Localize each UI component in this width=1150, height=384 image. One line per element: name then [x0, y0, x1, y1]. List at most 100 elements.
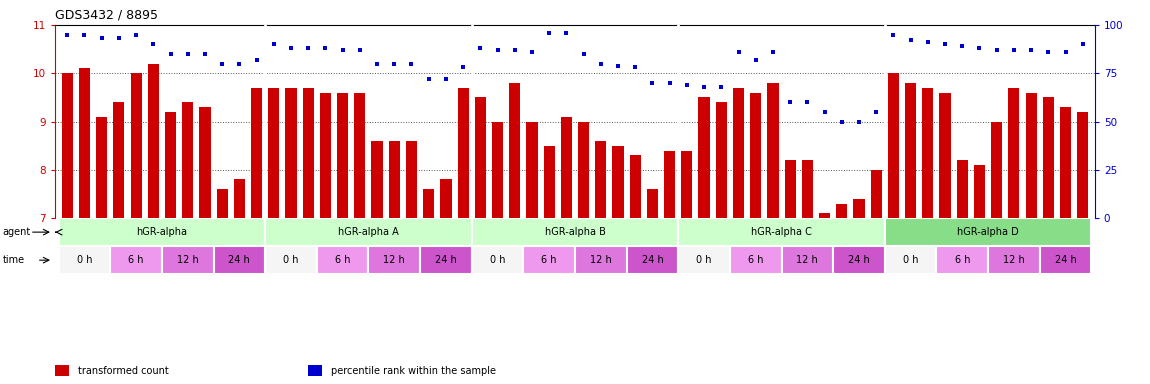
Bar [871, 170, 882, 218]
Point [608, 63, 627, 69]
Point [334, 47, 352, 53]
Text: hGR-alpha D: hGR-alpha D [957, 227, 1019, 237]
Text: transformed count: transformed count [78, 366, 169, 376]
Bar [767, 83, 779, 218]
Point [988, 47, 1006, 53]
Point [126, 31, 145, 38]
Bar [406, 141, 417, 218]
Bar [316, 246, 368, 274]
Bar [182, 102, 193, 218]
Bar [681, 151, 692, 218]
Bar [836, 204, 848, 218]
Bar [936, 246, 988, 274]
Bar [1009, 88, 1020, 218]
Bar [527, 121, 537, 218]
Bar [162, 246, 214, 274]
Point [58, 31, 76, 38]
Point [196, 51, 214, 57]
Point [178, 51, 197, 57]
Bar [164, 112, 176, 218]
Point [1057, 49, 1075, 55]
Point [368, 61, 386, 67]
Text: 24 h: 24 h [1055, 255, 1076, 265]
Point [764, 49, 782, 55]
Point [729, 49, 748, 55]
Text: hGR-alpha C: hGR-alpha C [751, 227, 812, 237]
Point [351, 47, 369, 53]
Point [402, 61, 421, 67]
Bar [302, 88, 314, 218]
Point [867, 109, 886, 115]
Bar [458, 88, 469, 218]
Point [161, 51, 179, 57]
Text: 6 h: 6 h [335, 255, 351, 265]
Bar [940, 93, 951, 218]
Text: 24 h: 24 h [229, 255, 251, 265]
Point [936, 41, 954, 47]
Text: hGR-alpha A: hGR-alpha A [338, 227, 399, 237]
Bar [285, 88, 297, 218]
Text: 0 h: 0 h [903, 255, 919, 265]
Text: 12 h: 12 h [1003, 255, 1025, 265]
Bar [922, 88, 934, 218]
Bar [114, 102, 124, 218]
Point [109, 35, 128, 41]
Bar [627, 246, 678, 274]
Point [660, 80, 678, 86]
Text: 12 h: 12 h [590, 255, 612, 265]
Point [1022, 47, 1041, 53]
Point [971, 45, 989, 51]
Point [1040, 49, 1058, 55]
Bar [884, 246, 936, 274]
Point [884, 31, 903, 38]
Bar [678, 246, 730, 274]
Bar [130, 73, 141, 218]
Point [540, 30, 559, 36]
Bar [216, 189, 228, 218]
Bar [575, 246, 627, 274]
Bar [475, 98, 486, 218]
Bar [784, 160, 796, 218]
Bar [440, 179, 452, 218]
Bar [884, 218, 1091, 246]
Text: 24 h: 24 h [642, 255, 664, 265]
Bar [509, 83, 520, 218]
Bar [715, 102, 727, 218]
Bar [988, 246, 1040, 274]
Bar [750, 93, 761, 218]
Point [643, 80, 661, 86]
Bar [251, 88, 262, 218]
Text: 12 h: 12 h [797, 255, 819, 265]
Point [437, 76, 455, 82]
Point [489, 47, 507, 53]
Bar [888, 73, 899, 218]
Bar [730, 246, 782, 274]
Text: agent: agent [2, 227, 31, 237]
Point [1074, 41, 1092, 47]
Bar [578, 121, 589, 218]
Point [92, 35, 110, 41]
Bar [523, 246, 575, 274]
Point [815, 109, 834, 115]
Bar [1060, 107, 1071, 218]
Point [454, 65, 473, 71]
Bar [834, 246, 884, 274]
Point [695, 84, 713, 90]
Text: hGR-alpha B: hGR-alpha B [545, 227, 605, 237]
Bar [782, 246, 834, 274]
Text: time: time [2, 255, 24, 265]
Bar [905, 83, 917, 218]
Bar [1026, 93, 1036, 218]
Text: hGR-alpha: hGR-alpha [137, 227, 187, 237]
Text: 0 h: 0 h [490, 255, 505, 265]
Point [919, 39, 937, 45]
Text: 0 h: 0 h [283, 255, 299, 265]
Bar [853, 199, 865, 218]
Point [247, 57, 266, 63]
Bar [1078, 112, 1088, 218]
Point [850, 118, 868, 124]
Text: percentile rank within the sample: percentile rank within the sample [331, 366, 496, 376]
Text: 6 h: 6 h [954, 255, 969, 265]
Point [316, 45, 335, 51]
Point [746, 57, 765, 63]
